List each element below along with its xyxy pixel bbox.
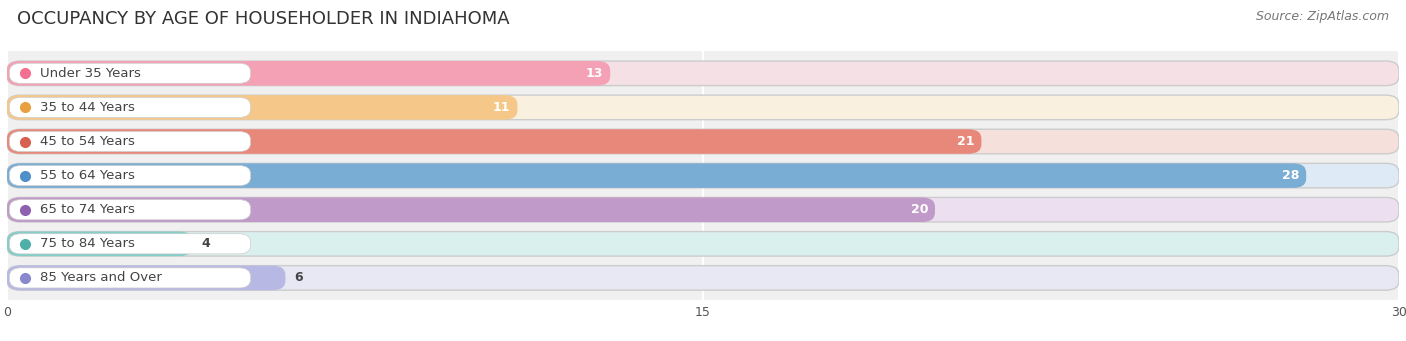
Text: 45 to 54 Years: 45 to 54 Years: [39, 135, 135, 148]
FancyBboxPatch shape: [7, 129, 981, 154]
FancyBboxPatch shape: [7, 61, 610, 86]
Text: 75 to 84 Years: 75 to 84 Years: [39, 237, 135, 250]
FancyBboxPatch shape: [7, 163, 1306, 188]
FancyBboxPatch shape: [7, 197, 1399, 222]
Text: Source: ZipAtlas.com: Source: ZipAtlas.com: [1256, 10, 1389, 23]
Text: 13: 13: [586, 67, 603, 80]
Text: Under 35 Years: Under 35 Years: [39, 67, 141, 80]
FancyBboxPatch shape: [7, 197, 935, 222]
Text: 55 to 64 Years: 55 to 64 Years: [39, 169, 135, 182]
Text: 21: 21: [957, 135, 974, 148]
FancyBboxPatch shape: [10, 165, 250, 186]
FancyBboxPatch shape: [7, 95, 1399, 120]
FancyBboxPatch shape: [7, 129, 1399, 154]
FancyBboxPatch shape: [7, 163, 1399, 188]
Text: OCCUPANCY BY AGE OF HOUSEHOLDER IN INDIAHOMA: OCCUPANCY BY AGE OF HOUSEHOLDER IN INDIA…: [17, 10, 509, 28]
Text: 4: 4: [202, 237, 211, 250]
FancyBboxPatch shape: [7, 266, 1399, 290]
Text: 85 Years and Over: 85 Years and Over: [39, 271, 162, 284]
FancyBboxPatch shape: [7, 61, 1399, 86]
FancyBboxPatch shape: [10, 97, 250, 118]
Text: 6: 6: [295, 271, 304, 284]
FancyBboxPatch shape: [7, 232, 1399, 256]
FancyBboxPatch shape: [7, 95, 517, 120]
Text: 65 to 74 Years: 65 to 74 Years: [39, 203, 135, 216]
FancyBboxPatch shape: [10, 199, 250, 220]
FancyBboxPatch shape: [7, 266, 285, 290]
FancyBboxPatch shape: [7, 232, 193, 256]
Text: 20: 20: [911, 203, 928, 216]
Text: 11: 11: [494, 101, 510, 114]
FancyBboxPatch shape: [10, 268, 250, 288]
Text: 35 to 44 Years: 35 to 44 Years: [39, 101, 135, 114]
Text: 28: 28: [1282, 169, 1299, 182]
FancyBboxPatch shape: [10, 131, 250, 152]
FancyBboxPatch shape: [10, 234, 250, 254]
FancyBboxPatch shape: [10, 63, 250, 84]
